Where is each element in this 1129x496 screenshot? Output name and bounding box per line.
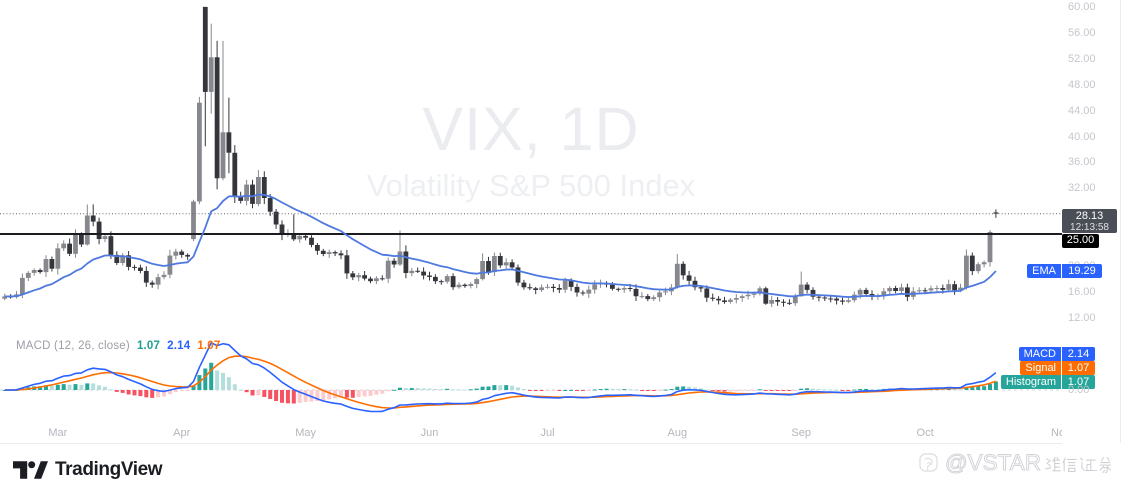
signal-value-label: Signal 1.07 — [1020, 361, 1095, 375]
price-tick-label: 16.00 — [1068, 285, 1096, 298]
site-watermark-latin: @VSTAR — [944, 450, 1041, 476]
price-line-label: 25.00 — [1062, 233, 1099, 248]
last-price-label: 28.13 12:13:58 — [1062, 209, 1117, 233]
histogram-value-label: Histogram 1.07 — [1000, 374, 1095, 389]
signal-label-name: Signal — [1020, 361, 1061, 375]
macd-line — [4, 341, 997, 413]
histogram-label-value: 1.07 — [1062, 374, 1095, 389]
site-watermark-cjk-glyphs — [1045, 456, 1112, 473]
candlestick-series — [2, 6, 999, 308]
time-tick-label: Oct — [916, 427, 934, 439]
site-watermark: @VSTAR — [919, 450, 1116, 476]
time-tick-label: Nov — [1051, 427, 1062, 439]
last-price-value: 28.13 — [1075, 209, 1104, 222]
price-lines — [0, 213, 1062, 235]
histogram-label-name: Histogram — [1000, 374, 1061, 389]
price-tick-label: 40.00 — [1068, 130, 1096, 143]
signal-label-value: 1.07 — [1062, 361, 1095, 375]
ema-label-name: EMA — [1027, 263, 1061, 278]
time-tick-label: Mar — [48, 427, 68, 439]
macd-label-name: MACD — [1018, 347, 1061, 362]
price-tick-label: 56.00 — [1068, 27, 1096, 40]
macd-signal-line — [4, 355, 997, 409]
chart-canvas[interactable] — [0, 0, 1129, 424]
macd-legend-title: MACD (12, 26, close) — [16, 340, 130, 352]
time-tick-label: Jun — [420, 427, 439, 439]
time-tick-label: Sep — [791, 427, 811, 439]
macd-zero-tick-label: 0.00 — [1068, 383, 1090, 396]
symbol-watermark-subtitle: Volatility S&P 500 Index — [366, 168, 696, 203]
macd-legend-macd-value: 2.14 — [167, 340, 191, 352]
footer-bar: TradingView @VSTAR — [0, 444, 1129, 496]
macd-value-label: MACD 2.14 — [1018, 347, 1095, 362]
macd-histogram — [2, 362, 998, 404]
tradingview-logo-icon — [13, 461, 48, 479]
macd-legend[interactable]: MACD (12, 26, close) 1.07 2.14 1.07 — [16, 340, 221, 352]
site-watermark-icon — [919, 453, 938, 472]
symbol-watermark-title: VIX, 1D — [422, 95, 640, 163]
price-tick-label: 44.00 — [1068, 104, 1096, 117]
price-tick-label: 60.00 — [1068, 1, 1096, 14]
time-tick-label: Aug — [667, 427, 688, 439]
price-tick-label: 48.00 — [1068, 78, 1096, 91]
time-tick-label: Apr — [173, 427, 191, 439]
price-tick-label: 52.00 — [1068, 52, 1096, 65]
price-axis-right-border — [1120, 0, 1121, 443]
ema-line — [4, 193, 997, 298]
tradingview-logo[interactable]: TradingView — [13, 458, 163, 482]
ema-value-label: EMA 19.29 — [1027, 263, 1102, 278]
macd-legend-signal-value: 1.07 — [197, 340, 221, 352]
macd-legend-hist-value: 1.07 — [136, 340, 161, 352]
time-axis-bottom-border — [0, 443, 1062, 444]
bar-countdown: 12:13:58 — [1070, 221, 1109, 233]
price-tick-label: 36.00 — [1068, 156, 1096, 169]
tradingview-logo-text: TradingView — [55, 459, 163, 480]
time-tick-label: May — [295, 427, 316, 439]
macd-label-value: 2.14 — [1062, 347, 1095, 362]
time-tick-label: Jul — [540, 427, 555, 439]
ema-label-value: 19.29 — [1062, 263, 1102, 278]
price-tick-label: 12.00 — [1068, 311, 1096, 324]
time-scale[interactable]: Mar Apr May Jun Jul Aug Sep Oct Nov — [0, 424, 1062, 443]
price-tick-label: 32.00 — [1068, 182, 1096, 195]
